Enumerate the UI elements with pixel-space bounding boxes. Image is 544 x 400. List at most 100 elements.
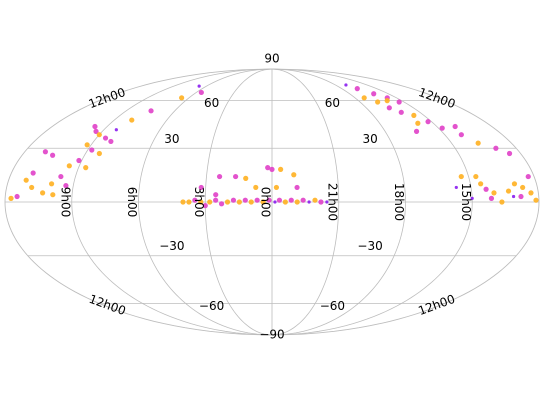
data-point [213, 192, 219, 198]
data-point [344, 83, 348, 87]
lat-label-lat-60n-left: 60 [204, 96, 219, 110]
data-point [83, 165, 89, 171]
data-point [93, 128, 99, 134]
data-point [230, 197, 237, 203]
data-point [213, 197, 219, 203]
data-point [475, 140, 481, 146]
lat-label-lat-90n: 90 [264, 52, 279, 66]
data-point [452, 123, 458, 130]
data-point [318, 199, 324, 205]
data-point [218, 201, 225, 207]
data-point [415, 120, 421, 126]
ra-label-ra-12h-bottom-right: 12h00 [416, 292, 457, 318]
data-point [454, 185, 458, 190]
data-point [266, 197, 272, 203]
data-point [63, 183, 69, 189]
data-point [48, 181, 55, 187]
data-point [40, 190, 46, 196]
ra-label-ra-3h: 3h00 [192, 187, 206, 218]
data-point [458, 132, 464, 138]
ra-label-ra-15h: 15h00 [459, 183, 473, 221]
data-point [411, 112, 417, 118]
data-point [23, 177, 29, 183]
data-point [505, 188, 512, 194]
data-point [276, 197, 283, 203]
data-point [84, 142, 90, 148]
data-point [242, 197, 248, 203]
data-point [483, 186, 489, 192]
data-point [506, 150, 513, 157]
meridian-line [271, 68, 340, 336]
data-point [89, 147, 95, 153]
data-point [518, 193, 524, 200]
data-point [186, 199, 192, 205]
data-point [179, 95, 185, 101]
ra-label-ra-12h-bottom-left: 12h00 [87, 292, 128, 318]
data-point [520, 184, 526, 191]
data-point [384, 98, 390, 104]
data-point [325, 200, 329, 204]
data-point [114, 128, 118, 132]
data-point [425, 119, 431, 125]
data-point [192, 197, 198, 203]
ra-label-ra-12h-top-left: 12h00 [87, 85, 128, 111]
data-point [42, 149, 49, 155]
data-point [528, 190, 534, 196]
data-point [76, 157, 82, 164]
data-points [8, 83, 539, 209]
data-point [396, 99, 402, 105]
data-point [499, 199, 505, 205]
data-point [473, 173, 479, 180]
data-point [236, 199, 242, 205]
data-point [198, 184, 204, 191]
data-point [224, 199, 231, 205]
data-point [202, 203, 208, 209]
data-point [354, 86, 360, 92]
data-point [294, 184, 300, 191]
data-point [207, 199, 213, 205]
lat-label-lat-90s: −90 [259, 328, 284, 342]
data-point [278, 166, 284, 172]
data-point [533, 197, 539, 203]
lat-label-lat-30n-right: 30 [362, 132, 377, 146]
lat-label-lat-60s-left: −60 [199, 299, 224, 313]
lat-label-lat-30s-left: −30 [159, 239, 184, 253]
data-point [50, 192, 56, 198]
data-point [525, 173, 531, 180]
lat-label-lat-60n-right: 60 [325, 96, 340, 110]
ra-label-ra-12h-top-right: 12h00 [417, 85, 458, 111]
data-point [488, 195, 495, 201]
data-point [371, 91, 377, 97]
data-point [294, 199, 300, 205]
data-point [361, 95, 367, 101]
data-point [102, 135, 109, 141]
data-point [243, 175, 249, 181]
data-point [386, 105, 392, 111]
data-point [30, 170, 36, 176]
data-point [493, 145, 499, 151]
data-point [58, 173, 64, 180]
ra-label-ra-6h: 6h00 [125, 187, 139, 218]
data-point [265, 165, 271, 171]
data-point [50, 152, 56, 158]
data-point [8, 195, 14, 201]
data-point [253, 184, 259, 191]
lat-label-lat-30s-right: −30 [357, 239, 382, 253]
data-point [96, 132, 102, 138]
data-point [233, 173, 239, 180]
meridian-line [204, 68, 273, 336]
data-point [478, 181, 484, 187]
data-point [129, 117, 135, 123]
data-point [470, 196, 474, 200]
meridian-line [138, 68, 273, 336]
data-point [291, 172, 297, 178]
data-point [254, 197, 260, 203]
map-boundary [4, 68, 540, 336]
lat-label-lat-60s-right: −60 [320, 299, 345, 313]
data-point [307, 200, 311, 204]
data-point [260, 199, 266, 205]
ra-label-ra-9h: 9h00 [58, 187, 72, 218]
data-point [198, 199, 204, 205]
data-point [511, 194, 516, 199]
